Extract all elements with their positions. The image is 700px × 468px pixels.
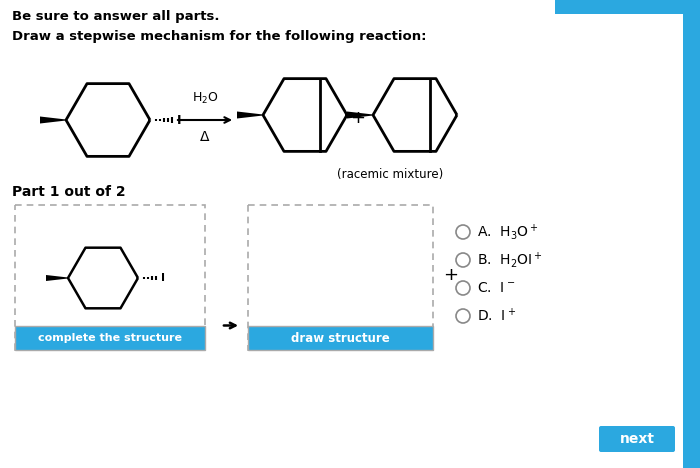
Text: A.  H$_3$O$^+$: A. H$_3$O$^+$: [477, 222, 539, 242]
Text: Draw a stepwise mechanism for the following reaction:: Draw a stepwise mechanism for the follow…: [12, 30, 426, 43]
Text: H$_2$O: H$_2$O: [192, 91, 218, 106]
Text: +: +: [444, 266, 458, 284]
Text: Part 1 out of 2: Part 1 out of 2: [12, 185, 125, 199]
Polygon shape: [40, 117, 66, 124]
FancyBboxPatch shape: [599, 426, 675, 452]
Text: +: +: [351, 109, 365, 127]
FancyBboxPatch shape: [15, 205, 205, 350]
Text: next: next: [620, 432, 654, 446]
FancyBboxPatch shape: [15, 326, 205, 350]
Polygon shape: [237, 111, 263, 118]
Text: complete the structure: complete the structure: [38, 333, 182, 343]
Polygon shape: [46, 275, 68, 281]
Text: D.  I$^+$: D. I$^+$: [477, 307, 516, 325]
Text: (racemic mixture): (racemic mixture): [337, 168, 443, 181]
Text: Be sure to answer all parts.: Be sure to answer all parts.: [12, 10, 220, 23]
Bar: [683, 0, 700, 468]
Text: I: I: [161, 273, 165, 283]
Text: draw structure: draw structure: [291, 331, 390, 344]
Text: B.  H$_2$OI$^+$: B. H$_2$OI$^+$: [477, 250, 543, 270]
Text: I: I: [177, 114, 181, 126]
FancyBboxPatch shape: [248, 205, 433, 350]
Polygon shape: [347, 111, 373, 118]
FancyBboxPatch shape: [248, 326, 433, 350]
Text: $\Delta$: $\Delta$: [199, 130, 211, 144]
Bar: [555, 0, 700, 14]
Text: C.  I$^-$: C. I$^-$: [477, 281, 515, 295]
